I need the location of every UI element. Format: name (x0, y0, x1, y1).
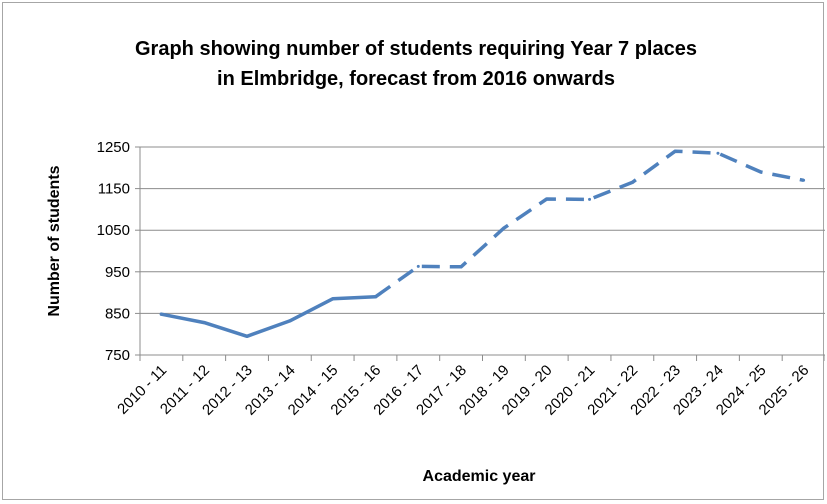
data-point (202, 321, 206, 325)
y-tick-label: 1150 (98, 181, 130, 198)
series-line-forecast (374, 149, 804, 299)
axes (139, 147, 825, 361)
data-point (545, 197, 549, 201)
chart-title-line-2: in Elmbridge, forecast from 2016 onwards (217, 68, 615, 90)
data-point (245, 334, 249, 338)
data-point (288, 319, 292, 323)
data-point (373, 295, 377, 299)
data-point (630, 180, 634, 184)
y-tick-labels: 750 850 950 1050 1150 1250 (97, 139, 130, 364)
gridlines (135, 146, 825, 356)
data-point (588, 197, 592, 201)
y-axis-title: Number of students (46, 165, 63, 316)
series-line (159, 149, 806, 339)
data-point (159, 312, 163, 316)
y-tick-label: 850 (105, 305, 130, 322)
data-point (459, 265, 463, 269)
data-point (673, 149, 677, 153)
data-point (759, 170, 763, 174)
y-tick-label: 750 (105, 347, 130, 364)
line-chart: Graph showing number of students requiri… (46, 38, 825, 485)
data-point (502, 226, 506, 230)
y-tick-label: 1050 (97, 222, 130, 239)
data-point (331, 297, 335, 301)
series-line-actual (159, 295, 378, 339)
y-tick-label: 1250 (97, 139, 130, 156)
chart-title-line-1: Graph showing number of students requiri… (135, 38, 697, 60)
data-point (802, 178, 806, 182)
data-point (716, 151, 720, 155)
data-point (416, 264, 420, 268)
x-axis-title: Academic year (423, 468, 536, 485)
y-tick-label: 950 (105, 264, 130, 281)
